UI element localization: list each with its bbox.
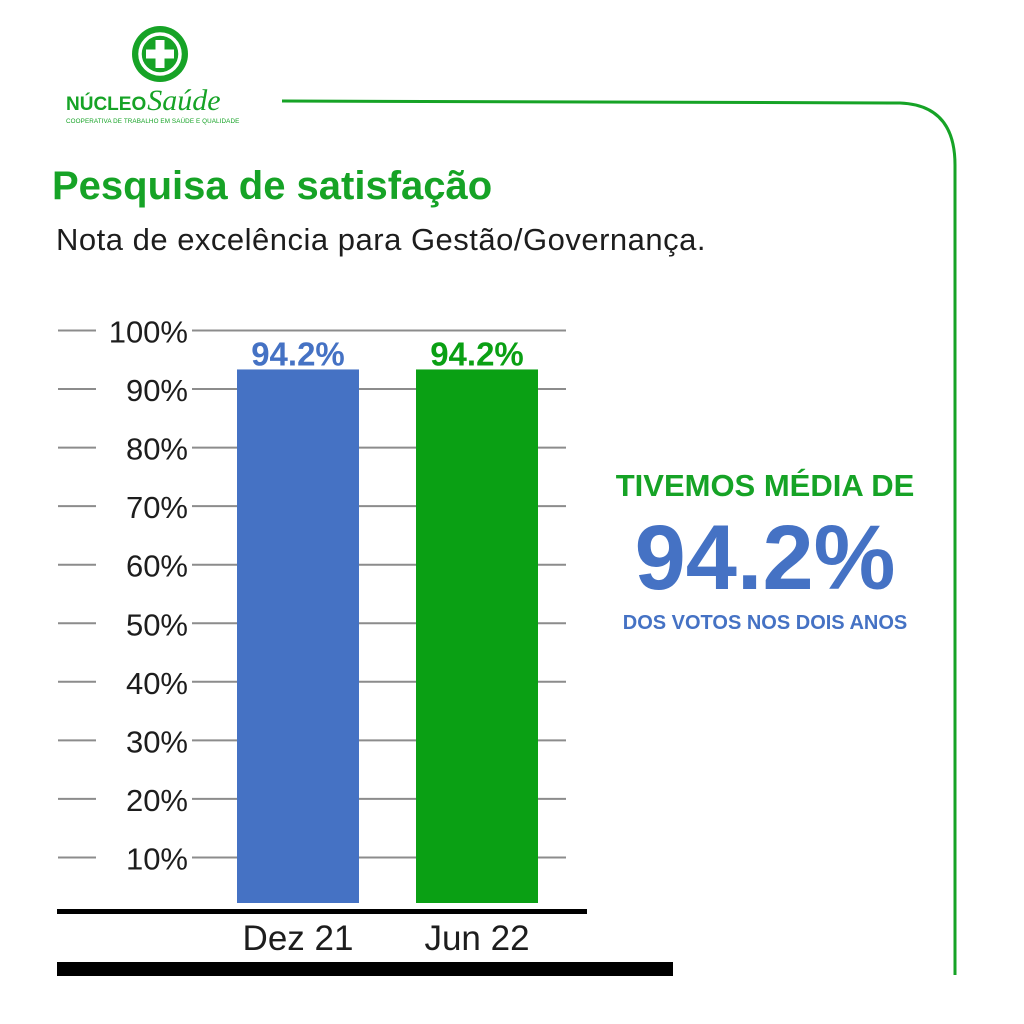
y-tick-label: 50%	[126, 607, 188, 642]
tick-label-backing	[96, 490, 192, 523]
logo-tagline: COOPERATIVA DE TRABALHO EM SAÚDE E QUALI…	[66, 118, 240, 125]
y-tick-label: 30%	[126, 724, 188, 759]
y-tick-label: 10%	[126, 841, 188, 876]
tick-label-backing	[96, 665, 192, 698]
tick-label-backing	[96, 724, 192, 757]
callout-footnote: DOS VOTOS NOS DOIS ANOS	[622, 612, 908, 634]
y-tick-label: 60%	[126, 549, 188, 584]
x-category-label: Jun 22	[424, 919, 529, 958]
average-callout: TIVEMOS MÉDIA DE 94.2% DOS VOTOS NOS DOI…	[560, 468, 970, 635]
callout-heading: TIVEMOS MÉDIA DE	[615, 468, 915, 503]
tick-label-backing	[96, 782, 192, 815]
tick-label-backing	[96, 431, 192, 464]
tick-label-backing	[96, 548, 192, 581]
logo-name-part2: Saúde	[147, 84, 221, 117]
tick-label-backing	[96, 314, 192, 347]
y-tick-label: 40%	[126, 666, 188, 701]
bar-2	[416, 369, 538, 904]
y-tick-label: 90%	[126, 373, 188, 408]
y-tick-label: 80%	[126, 432, 188, 467]
y-tick-label: 100%	[109, 315, 188, 350]
tick-label-backing	[96, 373, 192, 406]
tick-label-backing	[96, 607, 192, 640]
bottom-rule	[57, 962, 673, 976]
callout-value: 94.2%	[634, 507, 896, 609]
page-subtitle: Nota de excelência para Gestão/Governanç…	[56, 222, 706, 257]
medical-cross-icon	[132, 26, 188, 82]
x-category-label: Dez 21	[243, 919, 354, 958]
bar-1	[237, 369, 359, 904]
page-title: Pesquisa de satisfação	[52, 164, 493, 208]
tick-label-backing	[96, 841, 192, 874]
bar-data-label: 94.2%	[430, 335, 524, 372]
logo-name-part1: NÚCLEO	[66, 94, 147, 115]
x-axis-line	[57, 909, 587, 914]
y-tick-label: 20%	[126, 783, 188, 818]
bar-data-label: 94.2%	[251, 335, 345, 372]
y-tick-label: 70%	[126, 490, 188, 525]
nucleo-saude-logo: NÚCLEOSaúde COOPERATIVA DE TRABALHO EM S…	[62, 22, 262, 132]
